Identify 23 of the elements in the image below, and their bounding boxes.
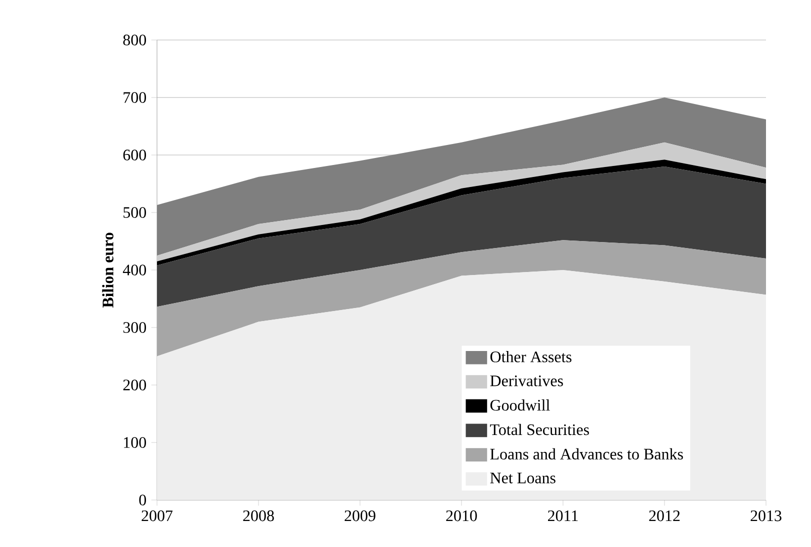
legend-label: Total Securities	[490, 424, 589, 436]
legend-label: Goodwill	[490, 399, 550, 411]
x-tick-label: 2008	[243, 510, 274, 522]
y-tick-label: 300	[123, 322, 146, 333]
y-tick-label: 200	[123, 380, 146, 390]
legend-label: Other Assets	[490, 351, 572, 362]
y-axis-title: Bilion euro	[102, 232, 114, 308]
legend-label: Loans and Advances to Banks	[490, 448, 683, 460]
y-tick-label: 700	[124, 92, 146, 103]
x-tick-label: 2011	[548, 510, 578, 522]
legend-label: Derivatives	[490, 375, 563, 386]
y-tick-label: 0	[139, 494, 146, 506]
y-tick-label: 600	[123, 150, 146, 160]
x-tick-label: 2010	[446, 510, 477, 522]
y-tick-label: 800	[123, 34, 146, 46]
y-tick-label: 400	[122, 264, 146, 276]
legend-label: Net Loans	[490, 472, 556, 484]
x-tick-label: 2007	[142, 510, 173, 522]
x-tick-label: 2013	[750, 510, 782, 522]
x-tick-label: 2012	[649, 510, 680, 522]
y-tick-label: 500	[124, 207, 146, 218]
y-tick-label: 100	[124, 437, 146, 448]
x-tick-label: 2009	[344, 510, 376, 522]
